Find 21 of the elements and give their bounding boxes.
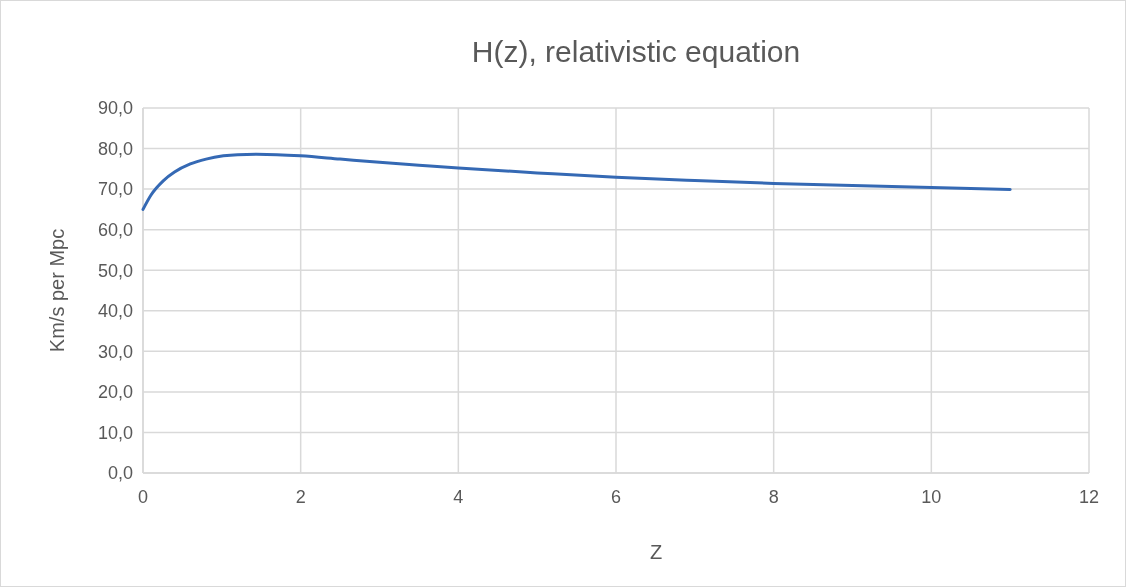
x-axis-title: Z <box>649 541 663 563</box>
y-tick-label: 30,0 <box>97 341 133 362</box>
x-tick-label: 10 <box>921 487 942 507</box>
chart-title: H(z), relativistic equation <box>471 35 801 68</box>
y-tick-label: 0,0 <box>107 463 133 484</box>
x-tick-label: 4 <box>453 487 464 507</box>
y-tick-label: 90,0 <box>97 98 133 119</box>
y-tick-label: 60,0 <box>97 219 133 240</box>
y-tick-label: 50,0 <box>97 260 133 281</box>
x-tick-label: 8 <box>768 487 779 507</box>
y-tick-label: 70,0 <box>97 179 133 200</box>
y-tick-label: 20,0 <box>97 382 133 403</box>
y-tick-label: 80,0 <box>97 138 133 159</box>
x-tick-label: 2 <box>295 487 306 507</box>
y-axis-title: Km/s per Mpc <box>46 228 68 353</box>
x-tick-label: 6 <box>610 487 622 507</box>
y-tick-label: 40,0 <box>97 301 133 322</box>
y-tick-label: 10,0 <box>97 422 133 443</box>
x-tick-label: 0 <box>137 487 149 507</box>
x-tick-label: 12 <box>1078 487 1100 507</box>
line-series <box>141 152 1012 211</box>
